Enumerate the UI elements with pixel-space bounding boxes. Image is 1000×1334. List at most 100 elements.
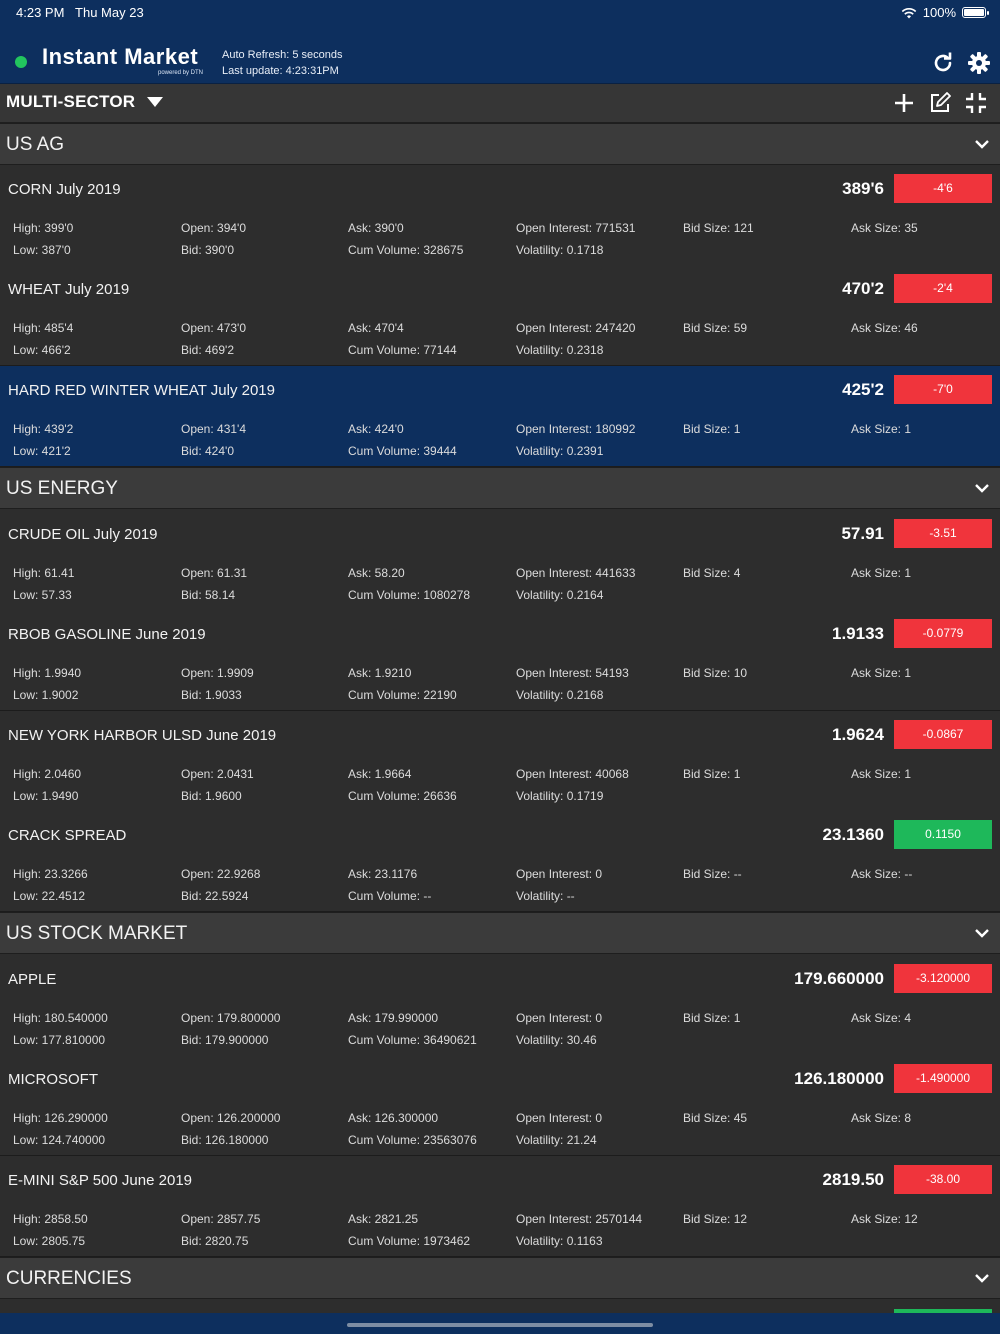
instrument-name: APPLE (8, 971, 57, 988)
volatility-value: Volatility: -- (516, 889, 575, 903)
open-interest-value: Open Interest: 180992 (516, 422, 636, 436)
cum-volume-value: Cum Volume: 328675 (348, 243, 464, 257)
sector-label: MULTI-SECTOR (6, 92, 136, 111)
ask-size-value: Ask Size: 35 (851, 221, 918, 235)
high-value: High: 61.41 (13, 566, 75, 580)
open-value: Open: 2857.75 (181, 1212, 261, 1226)
clock-date: Thu May 23 (75, 5, 144, 20)
collapse-icon[interactable] (965, 92, 987, 114)
open-interest-value: Open Interest: 54193 (516, 666, 629, 680)
status-time: 4:23 PM Thu May 23 (16, 5, 144, 20)
wifi-icon (901, 7, 917, 18)
low-value: Low: 2805.75 (13, 1234, 86, 1248)
net-change-badge[interactable]: -7'0 (894, 375, 992, 404)
cum-volume-value: Cum Volume: -- (348, 889, 432, 903)
section-header-us-energy[interactable]: US ENERGY (0, 467, 1000, 509)
quote-row[interactable]: WHEAT July 2019 470'2 -2'4 High: 485'4 Low: … (0, 265, 1000, 366)
instrument-name: HARD RED WINTER WHEAT July 2019 (8, 382, 275, 399)
bid-value: Bid: 469'2 (181, 343, 234, 357)
instrument-name: RBOB GASOLINE June 2019 (8, 626, 206, 643)
bid-size-value: Bid Size: -- (683, 867, 742, 881)
section-header-us-ag[interactable]: US AG (0, 123, 1000, 165)
net-change-badge[interactable]: -3.120000 (894, 964, 992, 993)
section-title: US ENERGY (6, 478, 118, 499)
chevron-down-icon[interactable] (974, 136, 990, 152)
quote-row[interactable]: MICROSOFT 126.180000 -1.490000 High: 126.29… (0, 1055, 1000, 1156)
bid-value: Bid: 2820.75 (181, 1234, 249, 1248)
instrument-name: CRUDE OIL July 2019 (8, 526, 158, 543)
low-value: Low: 22.4512 (13, 889, 86, 903)
refresh-icon[interactable] (931, 51, 955, 75)
quote-row[interactable]: E-MINI S&P 500 June 2019 2819.50 -38.00 Hig… (0, 1156, 1000, 1257)
volatility-value: Volatility: 0.2164 (516, 588, 604, 602)
bid-size-value: Bid Size: 1 (683, 422, 741, 436)
bid-value: Bid: 58.14 (181, 588, 236, 602)
quote-row[interactable]: CRACK SPREAD 23.1360 0.1150 High: 23.3266 Lo… (0, 811, 1000, 912)
high-value: High: 1.9940 (13, 666, 82, 680)
cum-volume-value: Cum Volume: 23563076 (348, 1133, 477, 1147)
bid-size-value: Bid Size: 1 (683, 767, 741, 781)
quote-row[interactable]: RBOB GASOLINE June 2019 1.9133 -0.0779 High… (0, 610, 1000, 711)
bid-value: Bid: 179.900000 (181, 1033, 269, 1047)
ask-value: Ask: 23.1176 (348, 867, 418, 881)
net-change-badge[interactable]: -0.0867 (894, 720, 992, 749)
net-change-badge[interactable]: -38.00 (894, 1165, 992, 1194)
chevron-down-icon[interactable] (974, 1270, 990, 1286)
high-value: High: 399'0 (13, 221, 74, 235)
instrument-name: NEW YORK HARBOR ULSD June 2019 (8, 727, 277, 744)
quote-row[interactable]: HARD RED WINTER WHEAT July 2019 425'2 -7'0… (0, 366, 1000, 467)
net-change-badge[interactable]: -2'4 (894, 274, 992, 303)
bid-value: Bid: 1.9033 (181, 688, 242, 702)
edit-icon[interactable] (929, 92, 951, 114)
home-indicator[interactable] (347, 1323, 653, 1327)
instrument-name: CORN July 2019 (8, 181, 121, 198)
refresh-info: Auto Refresh: 5 seconds Last update: 4:2… (222, 47, 342, 79)
net-change-badge[interactable]: -0.0779 (894, 619, 992, 648)
next-row-change-peek (894, 1309, 992, 1313)
quote-row[interactable]: CRUDE OIL July 2019 57.91 -3.51 High: 61.41… (0, 510, 1000, 611)
add-icon[interactable] (893, 92, 915, 114)
bid-value: Bid: 424'0 (181, 444, 234, 458)
quote-row[interactable]: NEW YORK HARBOR ULSD June 2019 1.9624 -0.0… (0, 711, 1000, 812)
status-bar: 4:23 PM Thu May 23 100% (0, 0, 1000, 26)
high-value: High: 126.290000 (13, 1111, 108, 1125)
low-value: Low: 421'2 (13, 444, 71, 458)
open-value: Open: 2.0431 (181, 767, 254, 781)
instrument-name: WHEAT July 2019 (8, 281, 130, 298)
gear-icon[interactable] (967, 51, 991, 75)
bid-value: Bid: 22.5924 (181, 889, 249, 903)
caret-down-icon (147, 97, 164, 107)
ask-value: Ask: 1.9210 (348, 666, 412, 680)
low-value: Low: 466'2 (13, 343, 71, 357)
net-change-badge[interactable]: -1.490000 (894, 1064, 992, 1093)
ask-value: Ask: 470'4 (348, 321, 404, 335)
battery-percent: 100% (922, 5, 956, 20)
quote-row[interactable]: APPLE 179.660000 -3.120000 High: 180.540000… (0, 955, 1000, 1056)
chevron-down-icon[interactable] (974, 925, 990, 941)
ask-size-value: Ask Size: -- (851, 867, 913, 881)
section-title: CURRENCIES (6, 1268, 132, 1289)
chevron-down-icon[interactable] (974, 480, 990, 496)
net-change-badge[interactable]: 0.1150 (894, 820, 992, 849)
battery-icon (962, 7, 989, 18)
bid-value: Bid: 1.9600 (181, 789, 242, 803)
last-price: 57.91 (841, 524, 884, 543)
net-change-badge[interactable]: -3.51 (894, 519, 992, 548)
status-right: 100% (901, 5, 989, 20)
powered-by-label: powered by DTN (158, 70, 204, 76)
open-interest-value: Open Interest: 247420 (516, 321, 636, 335)
app-header: Instant Market powered by DTN Auto Refre… (0, 26, 1000, 84)
bid-size-value: Bid Size: 10 (683, 666, 748, 680)
sector-dropdown[interactable]: MULTI-SECTOR (6, 92, 164, 112)
section-title: US AG (6, 134, 65, 155)
section-header-us-stock-market[interactable]: US STOCK MARKET (0, 912, 1000, 954)
ask-size-value: Ask Size: 8 (851, 1111, 912, 1125)
cum-volume-value: Cum Volume: 1973462 (348, 1234, 471, 1248)
last-price: 1.9624 (832, 725, 884, 744)
ask-size-value: Ask Size: 46 (851, 321, 918, 335)
low-value: Low: 1.9002 (13, 688, 79, 702)
cum-volume-value: Cum Volume: 26636 (348, 789, 457, 803)
quote-row[interactable]: CORN July 2019 389'6 -4'6 High: 399'0 Low: 3… (0, 165, 1000, 266)
section-header-currencies[interactable]: CURRENCIES (0, 1257, 1000, 1299)
net-change-badge[interactable]: -4'6 (894, 174, 992, 203)
